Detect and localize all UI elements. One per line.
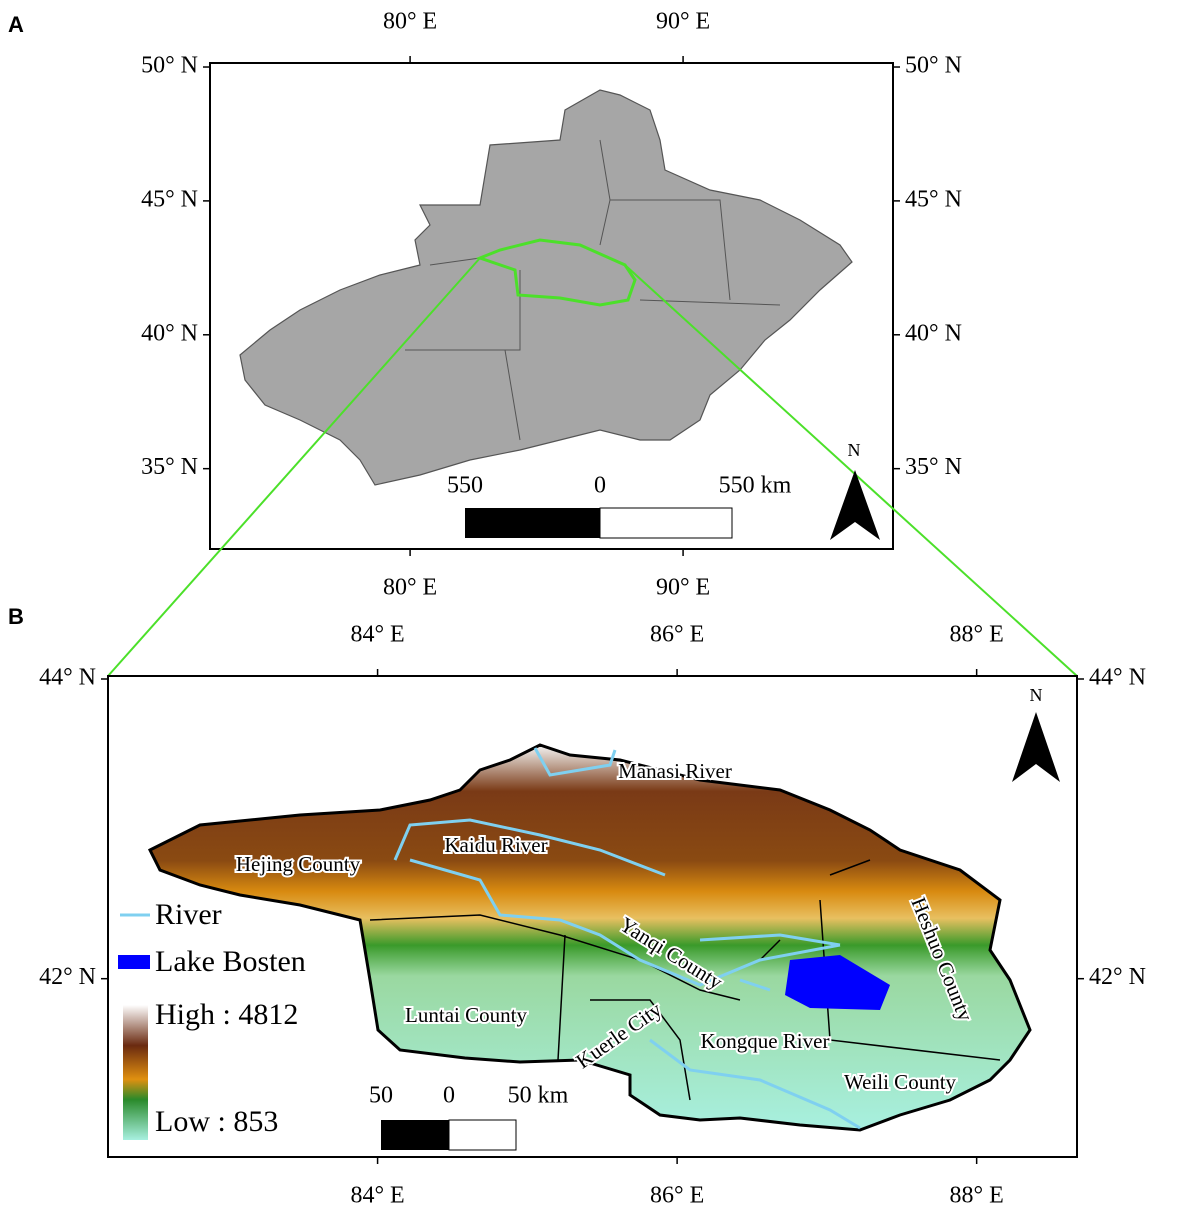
place-label: Hejing County [236, 852, 361, 876]
north-label: N [1030, 685, 1043, 705]
lat-tick-label: 44° N [1089, 664, 1146, 690]
legend-label: Lake Bosten [155, 945, 306, 978]
lat-tick-label: 42° N [39, 964, 96, 990]
scale-label: 0 [443, 1083, 455, 1109]
lat-tick-label: 42° N [1089, 964, 1146, 990]
lon-tick-label: 84° E [350, 1183, 404, 1209]
lon-tick-label: 84° E [350, 622, 404, 648]
zoom-line [624, 264, 1078, 677]
study-basin [147, 743, 1032, 1132]
north-arrow [1012, 712, 1060, 782]
lat-tick-label: 44° N [39, 664, 96, 690]
place-label: Kongque River [701, 1029, 830, 1053]
lat-tick-label: 45° N [905, 186, 962, 212]
lon-tick-label: 88° E [950, 622, 1004, 648]
lon-tick-label: 86° E [650, 622, 704, 648]
lake-bosten [785, 955, 890, 1010]
lat-tick-label: 45° N [141, 186, 198, 212]
legend-label: Low : 853 [155, 1105, 278, 1138]
zoom-line [107, 257, 481, 677]
scale-bar [448, 1119, 517, 1151]
lat-tick-label: 50° N [905, 53, 962, 79]
county-borders [369, 859, 1001, 1101]
scale-label: 550 km [719, 473, 792, 499]
xinjiang-region [239, 89, 853, 486]
place-label: Weili County [844, 1070, 957, 1094]
rivers [393, 747, 861, 1130]
panel-label: B [8, 604, 24, 629]
lat-tick-label: 40° N [905, 320, 962, 346]
lon-tick-label: 86° E [650, 1183, 704, 1209]
scale-bar [599, 507, 733, 539]
lat-tick-label: 35° N [141, 454, 198, 480]
panel-label: A [8, 12, 24, 37]
scale-label: 50 [369, 1083, 393, 1109]
prefecture-borders [405, 139, 781, 441]
place-label: Manasi River [618, 759, 732, 783]
lon-tick-label: 90° E [656, 9, 710, 35]
lat-tick-label: 50° N [141, 53, 198, 79]
study-area-outline [475, 238, 637, 307]
legend-swatch [118, 955, 150, 969]
place-label: Luntai County [405, 1003, 527, 1027]
lon-tick-label: 88° E [950, 1183, 1004, 1209]
lat-tick-label: 35° N [905, 454, 962, 480]
lon-tick-label: 80° E [383, 575, 437, 601]
scale-bar [465, 508, 600, 538]
north-arrow [830, 470, 880, 540]
legend-ramp [123, 1005, 148, 1140]
lat-tick-label: 40° N [141, 320, 198, 346]
scale-label: 50 km [508, 1083, 569, 1109]
lon-tick-label: 90° E [656, 575, 710, 601]
legend-label: River [155, 898, 222, 931]
scale-label: 550 [447, 473, 483, 499]
legend-label: High : 4812 [155, 998, 298, 1031]
scale-bar [381, 1120, 449, 1150]
lon-tick-label: 80° E [383, 9, 437, 35]
place-label: Kaidu River [444, 833, 547, 857]
scale-label: 0 [594, 473, 606, 499]
north-label: N [848, 440, 861, 460]
